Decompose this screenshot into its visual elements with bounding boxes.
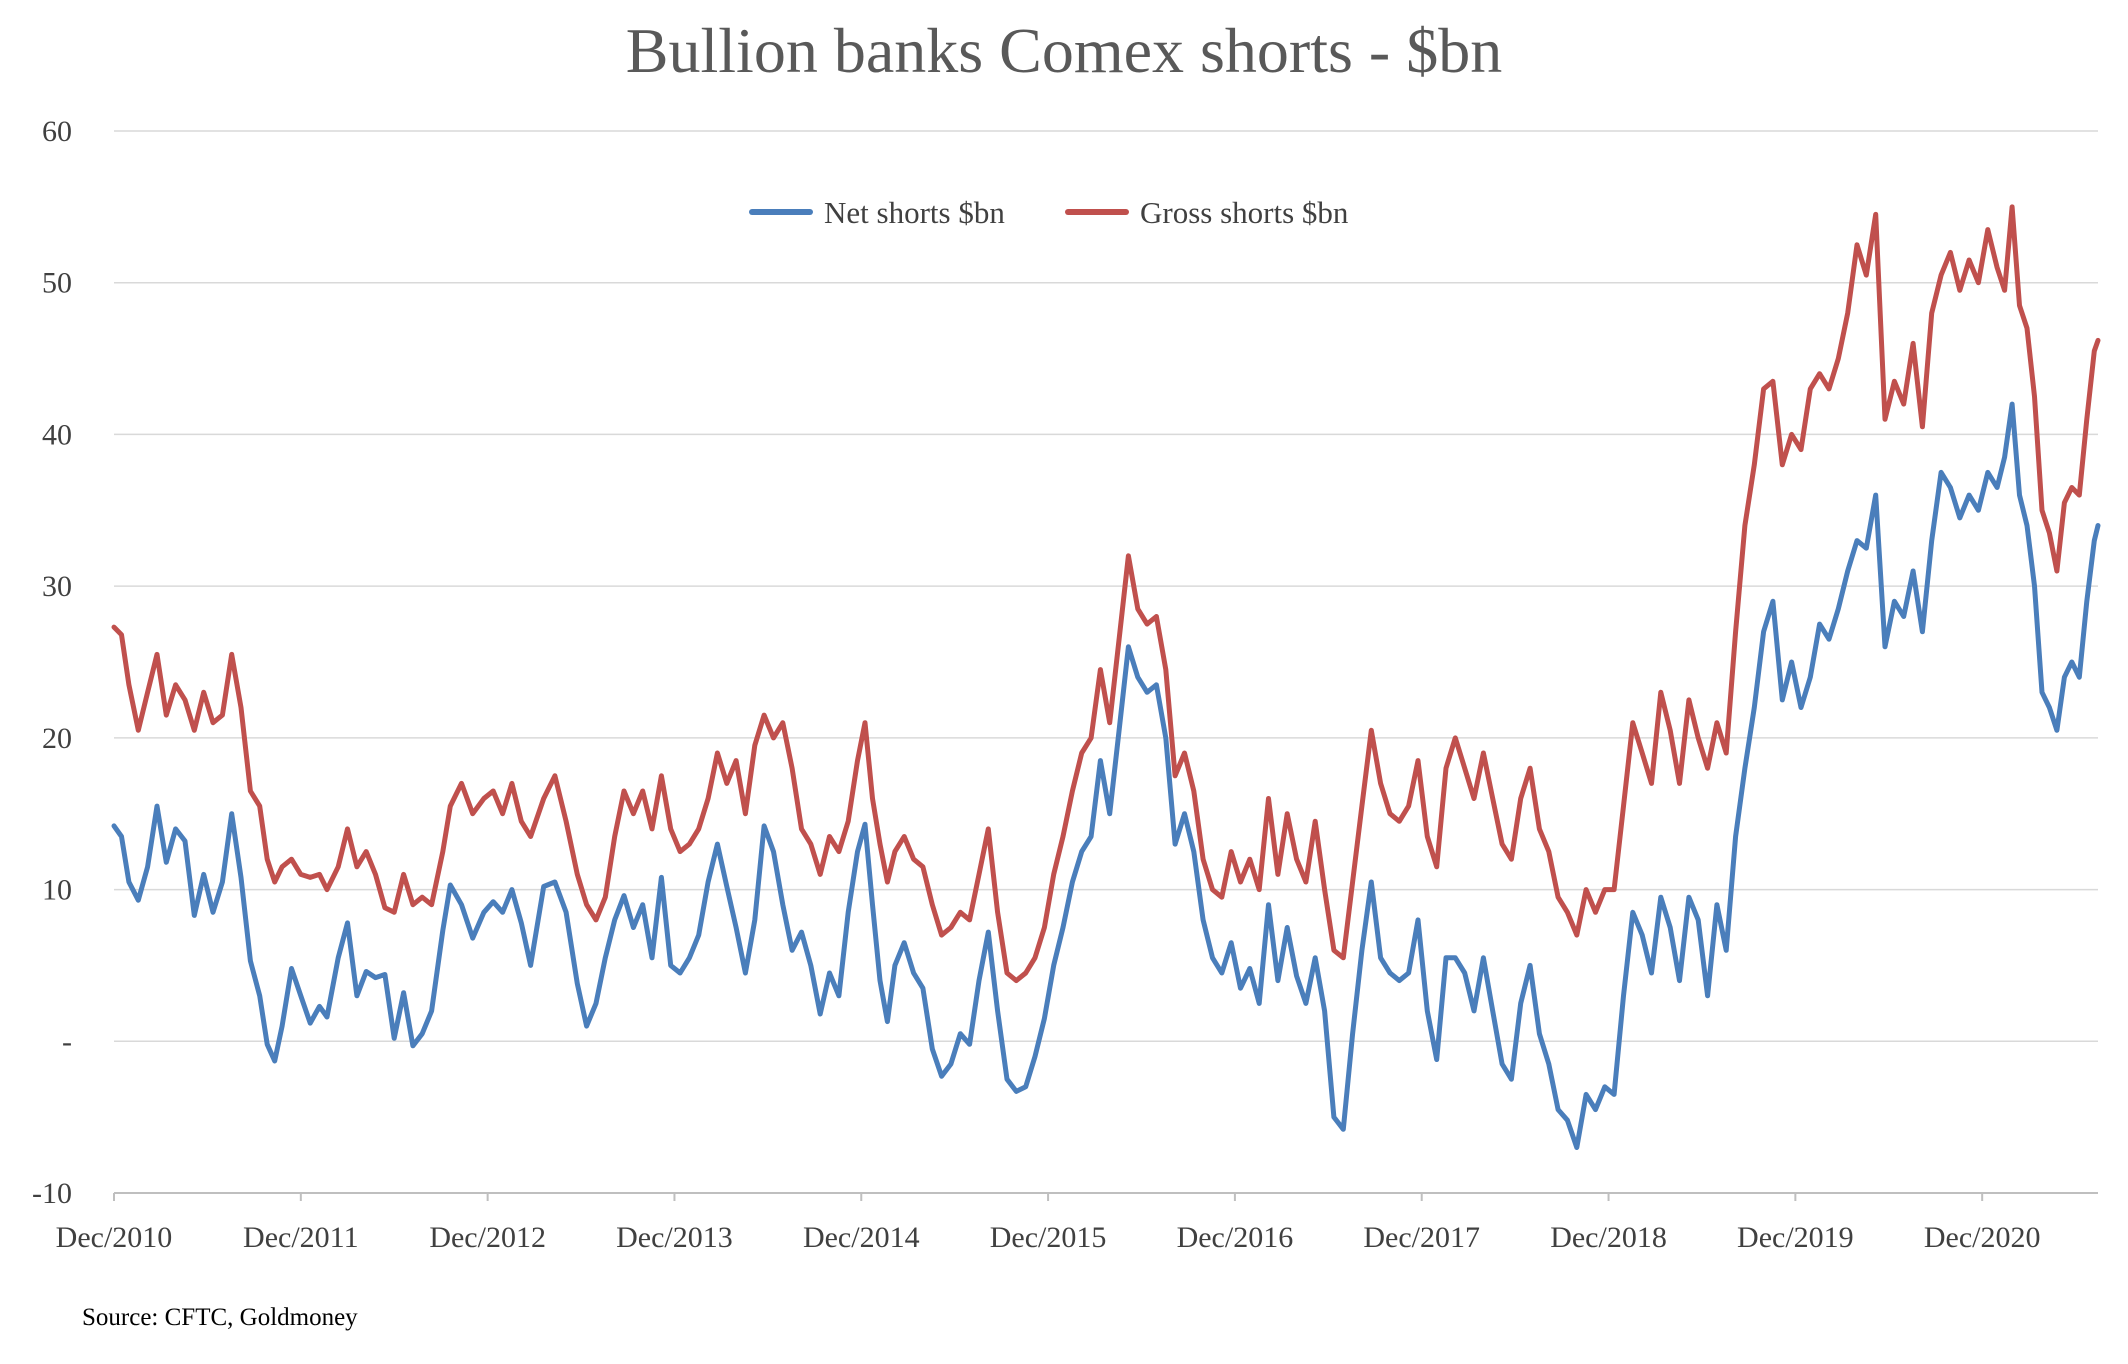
y-tick-label: 30 bbox=[42, 570, 72, 603]
y-tick-label: 10 bbox=[42, 874, 72, 907]
legend-label-net-shorts: Net shorts $bn bbox=[824, 195, 1005, 230]
x-tick-label: Dec/2016 bbox=[1177, 1221, 1294, 1254]
legend: Net shorts $bn Gross shorts $bn bbox=[749, 195, 1349, 230]
x-tick-label: Dec/2015 bbox=[990, 1221, 1107, 1254]
x-tick-label: Dec/2017 bbox=[1363, 1221, 1480, 1254]
y-tick-label: 50 bbox=[42, 267, 72, 300]
x-tick-label: Dec/2018 bbox=[1550, 1221, 1667, 1254]
y-tick-label: 60 bbox=[42, 115, 72, 148]
x-tick-label: Dec/2019 bbox=[1737, 1221, 1854, 1254]
y-tick-label: 40 bbox=[42, 418, 72, 451]
x-tick-label: Dec/2013 bbox=[616, 1221, 733, 1254]
x-tick-label: Dec/2012 bbox=[429, 1221, 546, 1254]
x-tick-label: Dec/2010 bbox=[56, 1221, 173, 1254]
x-tick-label: Dec/2020 bbox=[1924, 1221, 2041, 1254]
legend-label-gross-shorts: Gross shorts $bn bbox=[1140, 195, 1349, 230]
y-tick-label: - bbox=[62, 1025, 72, 1058]
gridlines bbox=[114, 130, 2098, 1043]
source-note: Source: CFTC, Goldmoney bbox=[82, 1304, 358, 1331]
y-tick-label: 20 bbox=[42, 722, 72, 755]
x-tick-label: Dec/2014 bbox=[803, 1221, 920, 1254]
series-line-net-shorts bbox=[111, 401, 2101, 1150]
series-line-gross-shorts bbox=[111, 204, 2101, 984]
axes: 60 50 40 30 20 10 - -10 Dec/2010 Dec/2011 Dec/2012… bbox=[32, 115, 2098, 1254]
series-lines bbox=[111, 204, 2101, 1150]
x-tick-label: Dec/2011 bbox=[243, 1221, 359, 1254]
chart-title: Bullion banks Comex shorts - $bn bbox=[626, 15, 1502, 86]
y-tick-label: -10 bbox=[32, 1177, 72, 1210]
